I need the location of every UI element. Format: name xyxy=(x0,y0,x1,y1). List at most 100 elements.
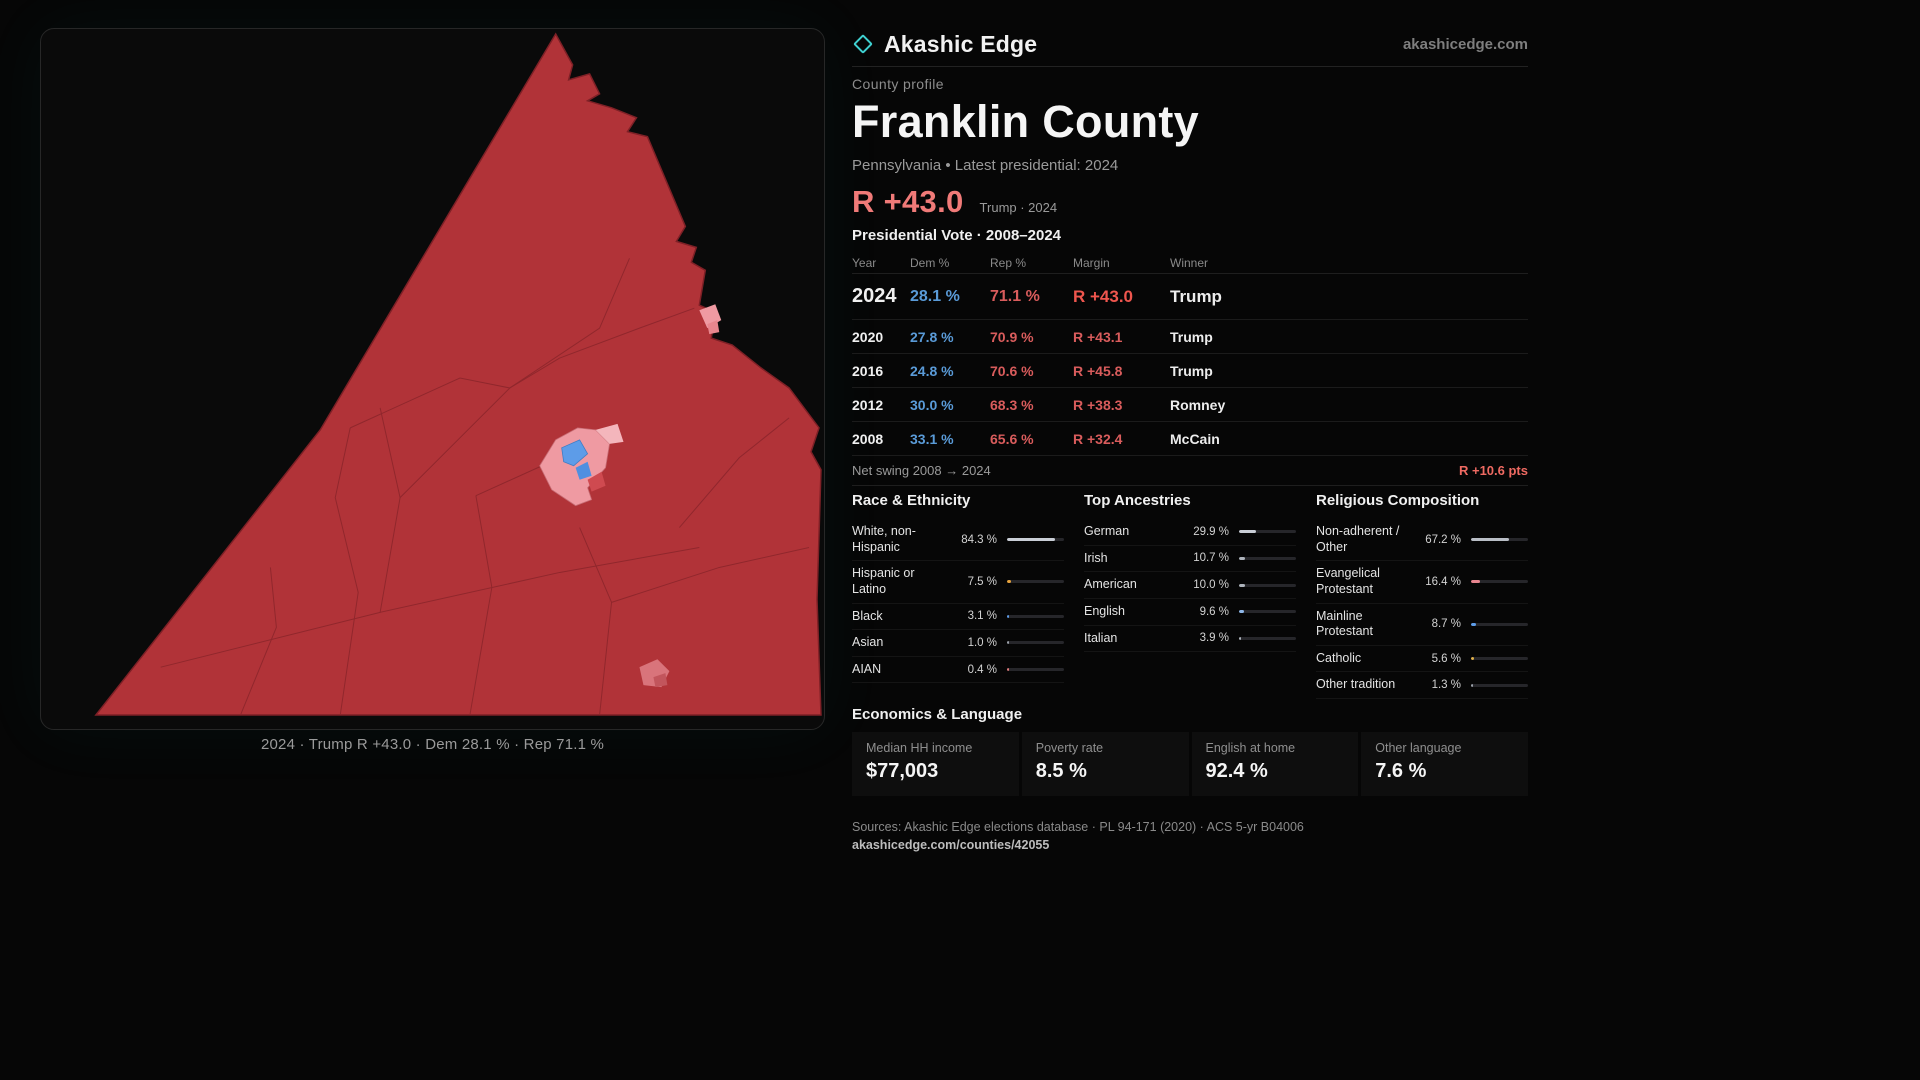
vote-dem-pct: 24.8 % xyxy=(910,362,954,379)
demographics-column: Religious Composition Non-adherent / Othe… xyxy=(1316,492,1528,699)
economics-title: Economics & Language xyxy=(852,706,1023,723)
vote-row: 2024 28.1 % 71.1 % R +43.0 Trump xyxy=(852,274,1528,320)
vote-year: 2008 xyxy=(852,430,884,447)
stat-value: $77,003 xyxy=(866,760,939,782)
precinct-spot-northeast xyxy=(699,304,722,335)
vote-dem-pct: 30.0 % xyxy=(910,396,954,413)
demographic-bar xyxy=(1007,580,1064,584)
brand-domain-link[interactable]: akashicedge.com xyxy=(1402,35,1528,53)
headline-margin-row: R +43.0 Trump · 2024 xyxy=(852,184,1528,220)
demographic-row: Other tradition 1.3 % xyxy=(1316,672,1528,699)
demographic-bar xyxy=(1471,683,1528,687)
vote-margin: R +43.0 xyxy=(1073,286,1134,306)
stat-label: Poverty rate xyxy=(1035,741,1104,755)
vote-rep-pct: 68.3 % xyxy=(990,396,1034,413)
county-map xyxy=(94,32,822,716)
page-title: Franklin County xyxy=(852,96,1200,147)
demographic-label: Hispanic or Latino xyxy=(852,566,915,596)
demographic-bar-fill xyxy=(1471,580,1481,584)
demographic-row: American 10.0 % xyxy=(1084,572,1296,599)
demographic-value: 1.0 % xyxy=(967,636,997,649)
vote-margin: R +43.1 xyxy=(1073,328,1123,345)
demographic-label: American xyxy=(1084,577,1137,592)
demographic-row: Asian 1.0 % xyxy=(852,630,1064,657)
vote-table-col-header: Winner xyxy=(1170,255,1209,270)
stat-cell: Median HH income $77,003 xyxy=(852,732,1019,796)
demographic-bar-fill xyxy=(1007,580,1012,584)
demographics-column-title: Race & Ethnicity xyxy=(852,492,971,509)
vote-dem-pct: 33.1 % xyxy=(910,430,954,447)
demographic-value: 9.6 % xyxy=(1199,605,1229,618)
demographic-bar-fill xyxy=(1007,614,1010,618)
vote-year: 2016 xyxy=(852,362,884,379)
vote-rep-pct: 70.9 % xyxy=(990,328,1034,345)
demographic-row: AIAN 0.4 % xyxy=(852,657,1064,684)
vote-margin: R +45.8 xyxy=(1073,362,1123,379)
demographic-bar-fill xyxy=(1007,668,1010,672)
demographic-value: 5.6 % xyxy=(1431,652,1461,665)
vote-rep-pct: 71.1 % xyxy=(990,287,1040,305)
demographic-bar xyxy=(1007,614,1064,618)
demographics-column: Race & Ethnicity White, non-Hispanic 84.3 … xyxy=(852,492,1064,699)
demographic-value: 29.9 % xyxy=(1193,525,1229,538)
vote-dem-pct: 27.8 % xyxy=(910,328,954,345)
vote-table-col-header: Dem % xyxy=(910,255,950,270)
demographic-value: 16.4 % xyxy=(1425,575,1461,588)
demographics-section: Race & Ethnicity White, non-Hispanic 84.3 … xyxy=(852,492,1528,699)
vote-winner: Romney xyxy=(1170,396,1226,413)
demographic-row: Hispanic or Latino 7.5 % xyxy=(852,561,1064,604)
demographic-label: Asian xyxy=(852,635,884,650)
vote-table-col-header: Rep % xyxy=(990,255,1027,270)
headline-margin-note: Trump · 2024 xyxy=(979,200,1058,215)
demographic-label: Black xyxy=(852,608,883,623)
demographic-label: English xyxy=(1084,603,1125,618)
demographic-bar-fill xyxy=(1471,683,1474,687)
demographic-bar xyxy=(1471,580,1528,584)
demographic-value: 67.2 % xyxy=(1425,533,1461,546)
demographic-label: German xyxy=(1084,524,1130,538)
demographic-bar xyxy=(1471,622,1528,626)
demographic-value: 3.1 % xyxy=(967,610,997,623)
demographic-label: Non-adherent / Other xyxy=(1316,524,1400,554)
vote-row: 2012 30.0 % 68.3 % R +38.3 Romney xyxy=(852,388,1528,422)
demographic-bar-fill xyxy=(1239,556,1246,560)
vote-dem-pct: 28.1 % xyxy=(910,287,960,305)
headline-margin-value: R +43.0 xyxy=(852,184,964,219)
kicker: County profile xyxy=(852,76,944,92)
precinct-cluster-center xyxy=(539,423,624,507)
demographic-row: Evangelical Protestant 16.4 % xyxy=(1316,561,1528,604)
demographic-label: AIAN xyxy=(852,661,882,676)
subtitle: Pennsylvania • Latest presidential: 2024 xyxy=(852,157,1119,174)
vote-winner: McCain xyxy=(1170,430,1220,447)
township-boundaries xyxy=(160,258,810,716)
vote-table: Year Dem % Rep % Margin Winner 2024 28.1 % 71.1… xyxy=(852,252,1528,456)
vote-rep-pct: 65.6 % xyxy=(990,430,1034,447)
county-map-panel xyxy=(40,28,825,730)
demographic-value: 0.4 % xyxy=(967,663,997,676)
demographic-label: Catholic xyxy=(1316,650,1362,665)
demographic-bar-fill xyxy=(1471,538,1510,542)
demographic-bar xyxy=(1239,556,1296,560)
demographic-bar xyxy=(1007,668,1064,672)
vote-winner: Trump xyxy=(1170,362,1213,379)
header-divider xyxy=(852,66,1528,67)
source-link[interactable]: akashicedge.com/counties/42055 xyxy=(852,838,1050,852)
demographic-bar xyxy=(1239,583,1296,587)
demographics-column-title: Religious Composition xyxy=(1316,492,1480,509)
demographic-row: Irish 10.7 % xyxy=(1084,546,1296,573)
demographic-value: 8.7 % xyxy=(1431,618,1461,631)
demographic-label: Evangelical Protestant xyxy=(1316,566,1380,596)
demographic-row: English 9.6 % xyxy=(1084,599,1296,626)
vote-rep-pct: 70.6 % xyxy=(990,362,1034,379)
vote-winner: Trump xyxy=(1170,328,1213,345)
demographic-bar-fill xyxy=(1007,641,1010,645)
demographic-value: 7.5 % xyxy=(967,575,997,588)
demographic-label: Irish xyxy=(1084,550,1108,565)
demographics-column: Top Ancestries German 29.9 % Irish 10.7 % Ame… xyxy=(1084,492,1296,699)
demographic-bar xyxy=(1239,636,1296,640)
vote-row: 2020 27.8 % 70.9 % R +43.1 Trump xyxy=(852,320,1528,354)
demographic-label: Mainline Protestant xyxy=(1316,608,1373,639)
demographic-label: White, non-Hispanic xyxy=(852,524,916,554)
vote-table-header: Year Dem % Rep % Margin Winner xyxy=(852,252,1528,274)
